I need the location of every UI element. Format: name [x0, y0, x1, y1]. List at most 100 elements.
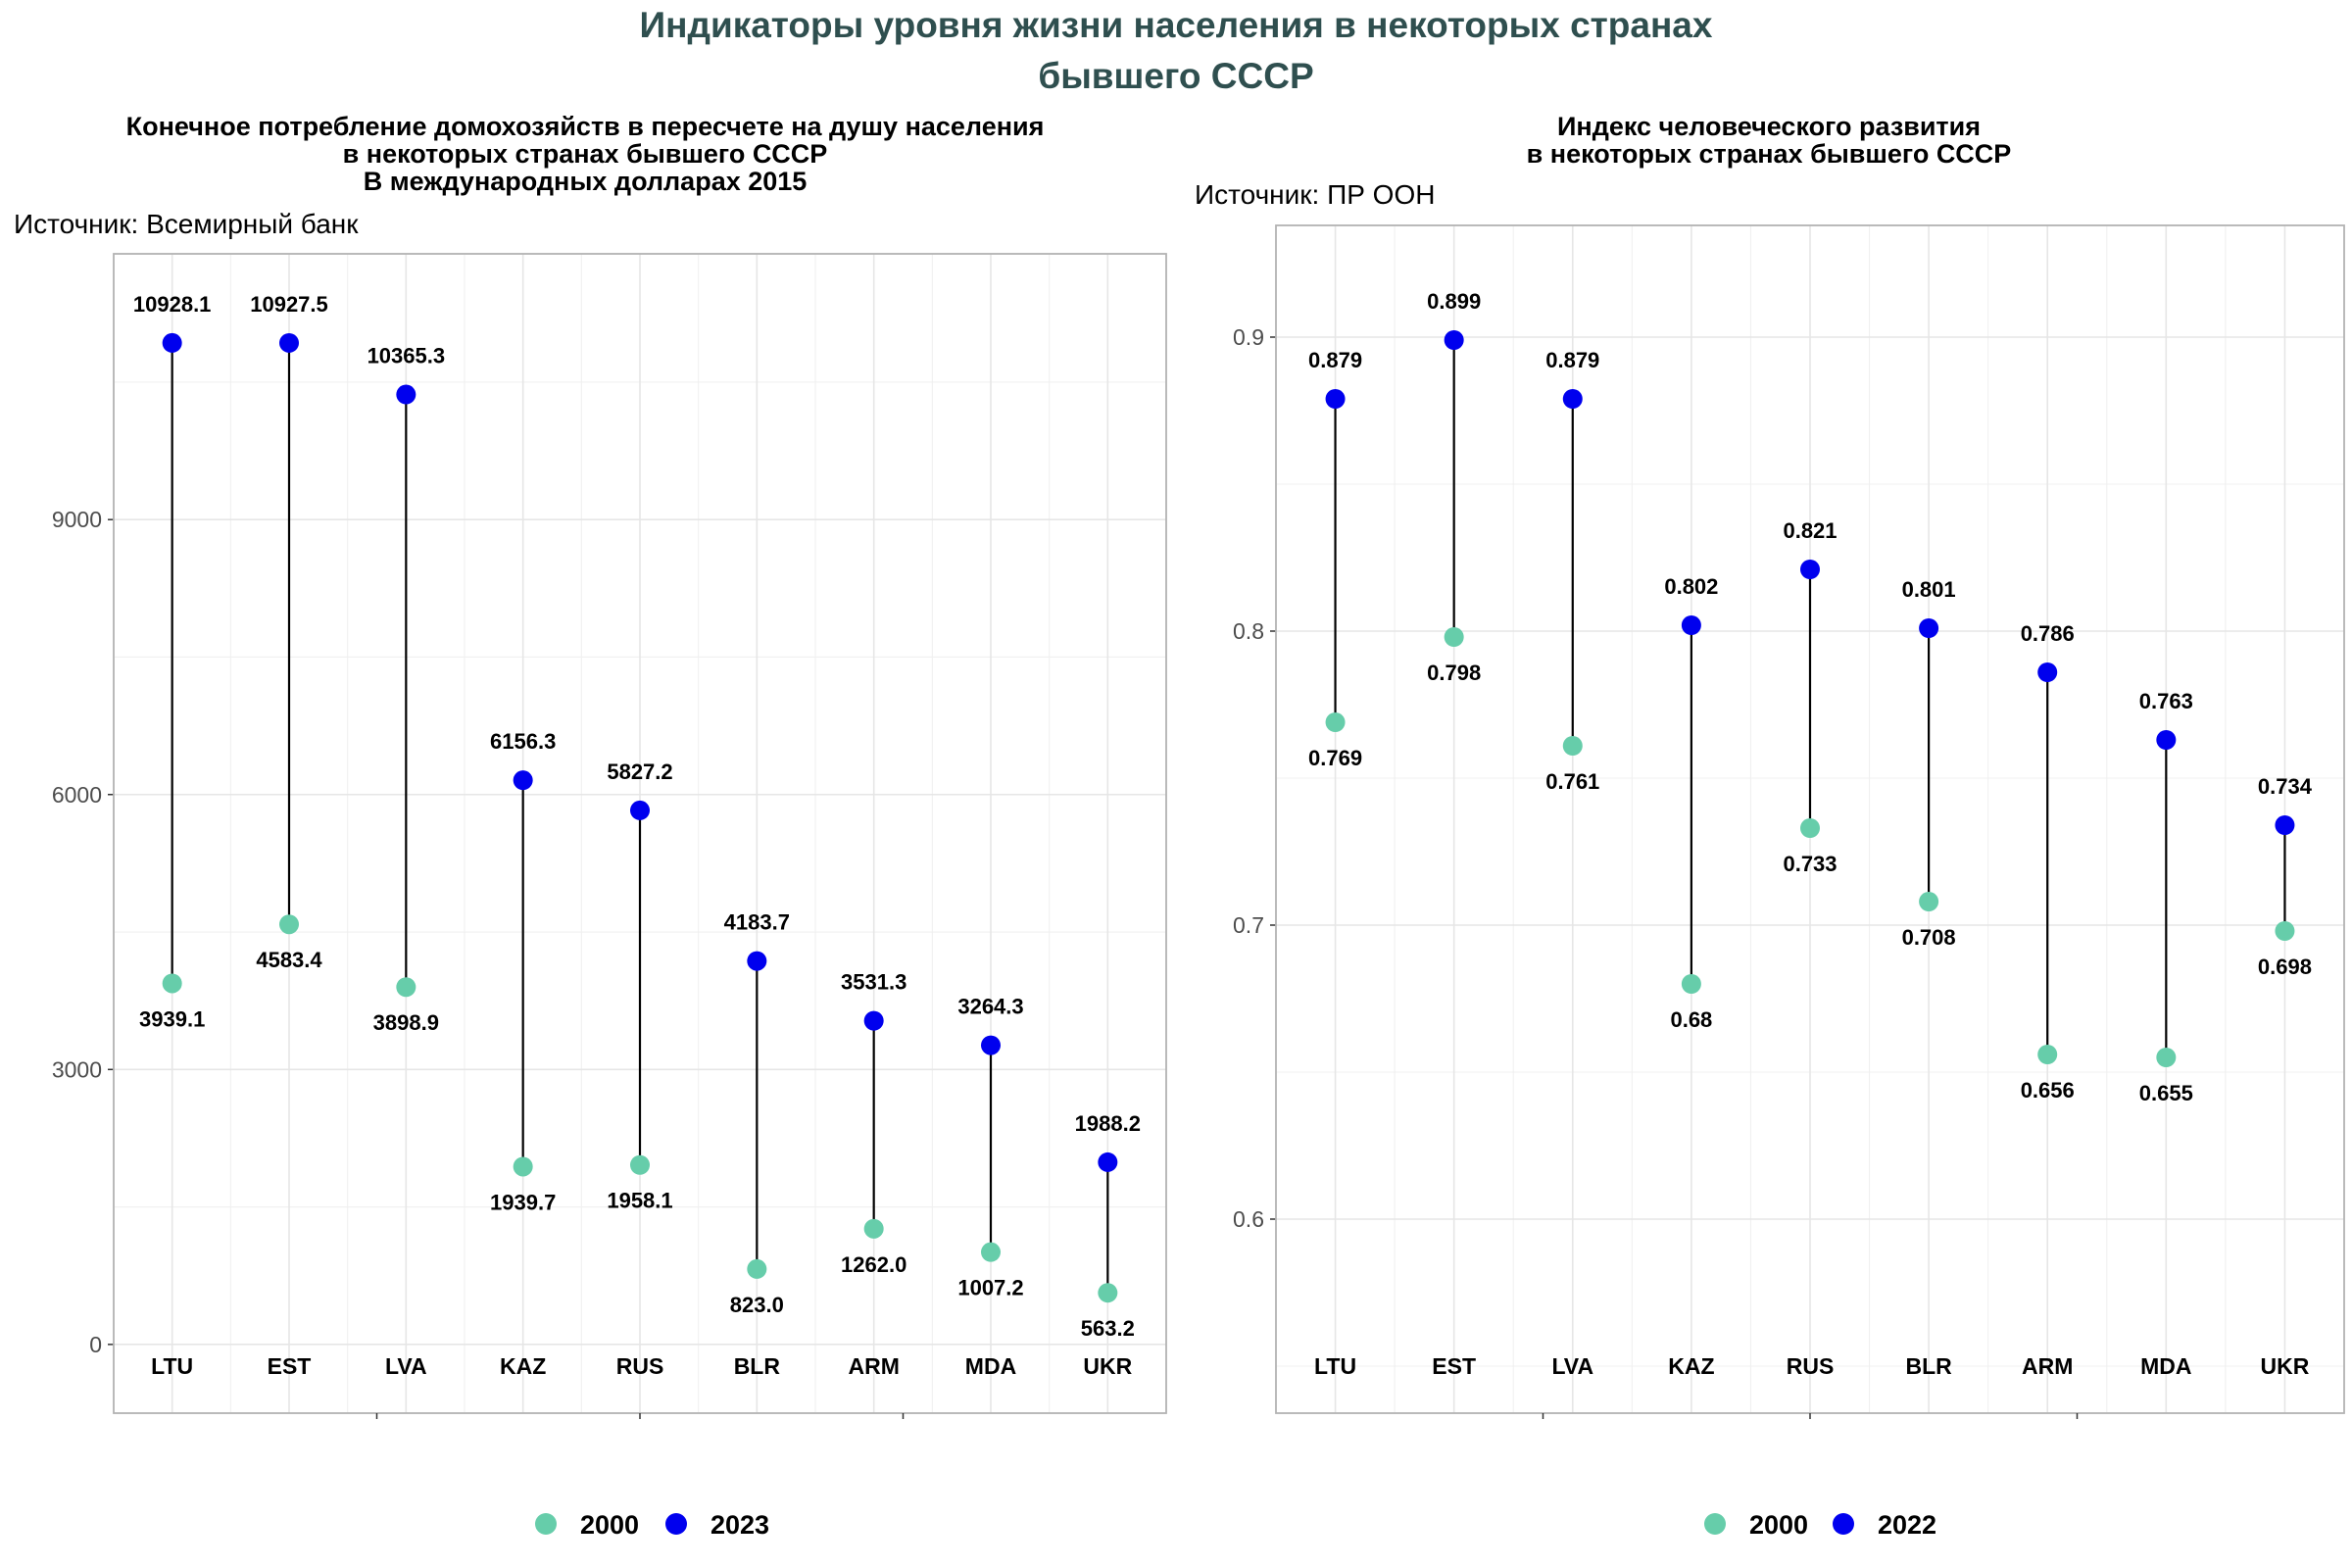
panel-title-line: Конечное потребление домохозяйств в пере…: [126, 112, 1045, 141]
x-category-label: LTU: [151, 1353, 193, 1379]
data-label-series-0: 0.698: [2258, 955, 2312, 979]
point-series-1: [630, 800, 650, 820]
panel-title-line: В международных долларах 2015: [364, 167, 808, 196]
data-label-series-1: 0.879: [1308, 348, 1362, 372]
point-series-0: [747, 1258, 767, 1279]
point-series-1: [2037, 662, 2058, 682]
point-series-0: [2156, 1048, 2177, 1067]
y-tick-label: 6000: [52, 782, 102, 808]
data-label-series-0: 1939.7: [490, 1190, 556, 1214]
data-label-series-1: 6156.3: [490, 729, 556, 754]
x-category-label: MDA: [2140, 1353, 2191, 1379]
y-tick-label: 0.9: [1233, 324, 1264, 350]
data-label-series-1: 0.763: [2139, 689, 2193, 713]
data-label-series-0: 1262.0: [841, 1252, 906, 1277]
data-label-series-0: 0.656: [2021, 1078, 2075, 1102]
data-label-series-1: 0.734: [2258, 774, 2313, 799]
point-series-1: [863, 1010, 884, 1031]
x-category-label: ARM: [2022, 1353, 2073, 1379]
x-category-label: LTU: [1314, 1353, 1356, 1379]
point-series-1: [1098, 1152, 1118, 1172]
data-label-series-0: 3939.1: [139, 1006, 205, 1031]
data-label-series-1: 0.821: [1783, 518, 1837, 543]
panel-title-line: в некоторых странах бывшего СССР: [1527, 139, 2012, 169]
x-category-label: KAZ: [500, 1353, 546, 1379]
point-series-1: [1681, 615, 1701, 635]
point-series-0: [630, 1154, 650, 1175]
panel-title-line: Индекс человеческого развития: [1557, 112, 1981, 141]
data-label-series-0: 4583.4: [256, 948, 322, 972]
data-label-series-1: 0.879: [1545, 348, 1599, 372]
data-label-series-1: 5827.2: [607, 760, 672, 784]
x-category-label: EST: [1432, 1353, 1476, 1379]
point-series-1: [1919, 618, 1939, 638]
data-label-series-0: 1007.2: [957, 1276, 1023, 1300]
point-series-1: [513, 770, 533, 791]
legend-key-series-1: [665, 1513, 687, 1535]
point-series-0: [1919, 892, 1939, 911]
data-label-series-1: 10927.5: [250, 292, 328, 317]
point-series-1: [747, 951, 767, 971]
point-series-0: [981, 1242, 1001, 1262]
point-series-0: [279, 914, 299, 935]
legend-key-series-0: [535, 1513, 557, 1535]
x-category-label: MDA: [965, 1353, 1016, 1379]
point-series-1: [162, 332, 182, 353]
point-series-1: [1562, 389, 1583, 409]
legend-label-series-0: 2000: [1749, 1510, 1808, 1540]
data-label-series-0: 0.798: [1427, 661, 1481, 685]
legend-key-series-0: [1704, 1513, 1726, 1535]
data-label-series-0: 0.68: [1670, 1007, 1712, 1032]
data-label-series-1: 3264.3: [957, 995, 1023, 1019]
data-label-series-1: 4183.7: [724, 910, 790, 935]
point-series-0: [162, 973, 182, 994]
legend-label-series-1: 2022: [1878, 1510, 1936, 1540]
y-tick-label: 9000: [52, 507, 102, 532]
point-series-1: [1325, 389, 1346, 409]
point-series-1: [279, 332, 299, 353]
x-category-label: UKR: [1083, 1353, 1132, 1379]
x-category-label: BLR: [734, 1353, 781, 1379]
point-series-0: [1444, 627, 1464, 647]
point-series-0: [513, 1156, 533, 1177]
y-tick-label: 0.6: [1233, 1206, 1264, 1232]
data-label-series-1: 0.801: [1902, 577, 1956, 602]
legend-label-series-1: 2023: [710, 1510, 769, 1540]
point-series-0: [1800, 818, 1820, 838]
data-label-series-1: 0.786: [2021, 621, 2075, 646]
data-label-series-0: 0.733: [1783, 852, 1837, 876]
x-category-label: UKR: [2261, 1353, 2310, 1379]
point-series-0: [1681, 974, 1701, 994]
main-title-line1: Индикаторы уровня жизни населения в неко…: [640, 5, 1713, 45]
legend-label-series-0: 2000: [580, 1510, 639, 1540]
point-series-0: [863, 1218, 884, 1239]
point-series-0: [2037, 1045, 2058, 1064]
y-tick-label: 0.8: [1233, 618, 1264, 644]
data-label-series-1: 10365.3: [368, 344, 446, 368]
panel-title-line: в некоторых странах бывшего СССР: [343, 139, 828, 169]
data-label-series-1: 10928.1: [133, 292, 212, 317]
data-label-series-0: 1958.1: [607, 1189, 672, 1213]
consumption-panel: Конечное потребление домохозяйств в пере…: [14, 112, 1167, 1540]
point-series-0: [2275, 921, 2295, 941]
point-series-1: [2275, 815, 2295, 835]
x-category-label: LVA: [385, 1353, 427, 1379]
y-tick-label: 0.7: [1233, 912, 1264, 938]
point-series-1: [2156, 730, 2177, 750]
point-series-0: [396, 977, 416, 998]
x-category-label: BLR: [1905, 1353, 1952, 1379]
point-series-1: [1800, 560, 1820, 579]
data-label-series-0: 563.2: [1081, 1316, 1135, 1341]
x-category-label: LVA: [1551, 1353, 1593, 1379]
x-category-label: RUS: [616, 1353, 664, 1379]
source-note: Источник: Всемирный банк: [14, 209, 359, 239]
main-title-line2: бывшего СССР: [1038, 56, 1313, 96]
data-label-series-0: 0.655: [2139, 1081, 2193, 1105]
y-tick-label: 0: [89, 1332, 102, 1357]
legend-key-series-1: [1833, 1513, 1854, 1535]
data-label-series-1: 3531.3: [841, 970, 906, 995]
source-note: Источник: ПР ООН: [1195, 179, 1435, 210]
x-category-label: KAZ: [1668, 1353, 1714, 1379]
data-label-series-0: 823.0: [730, 1293, 784, 1317]
